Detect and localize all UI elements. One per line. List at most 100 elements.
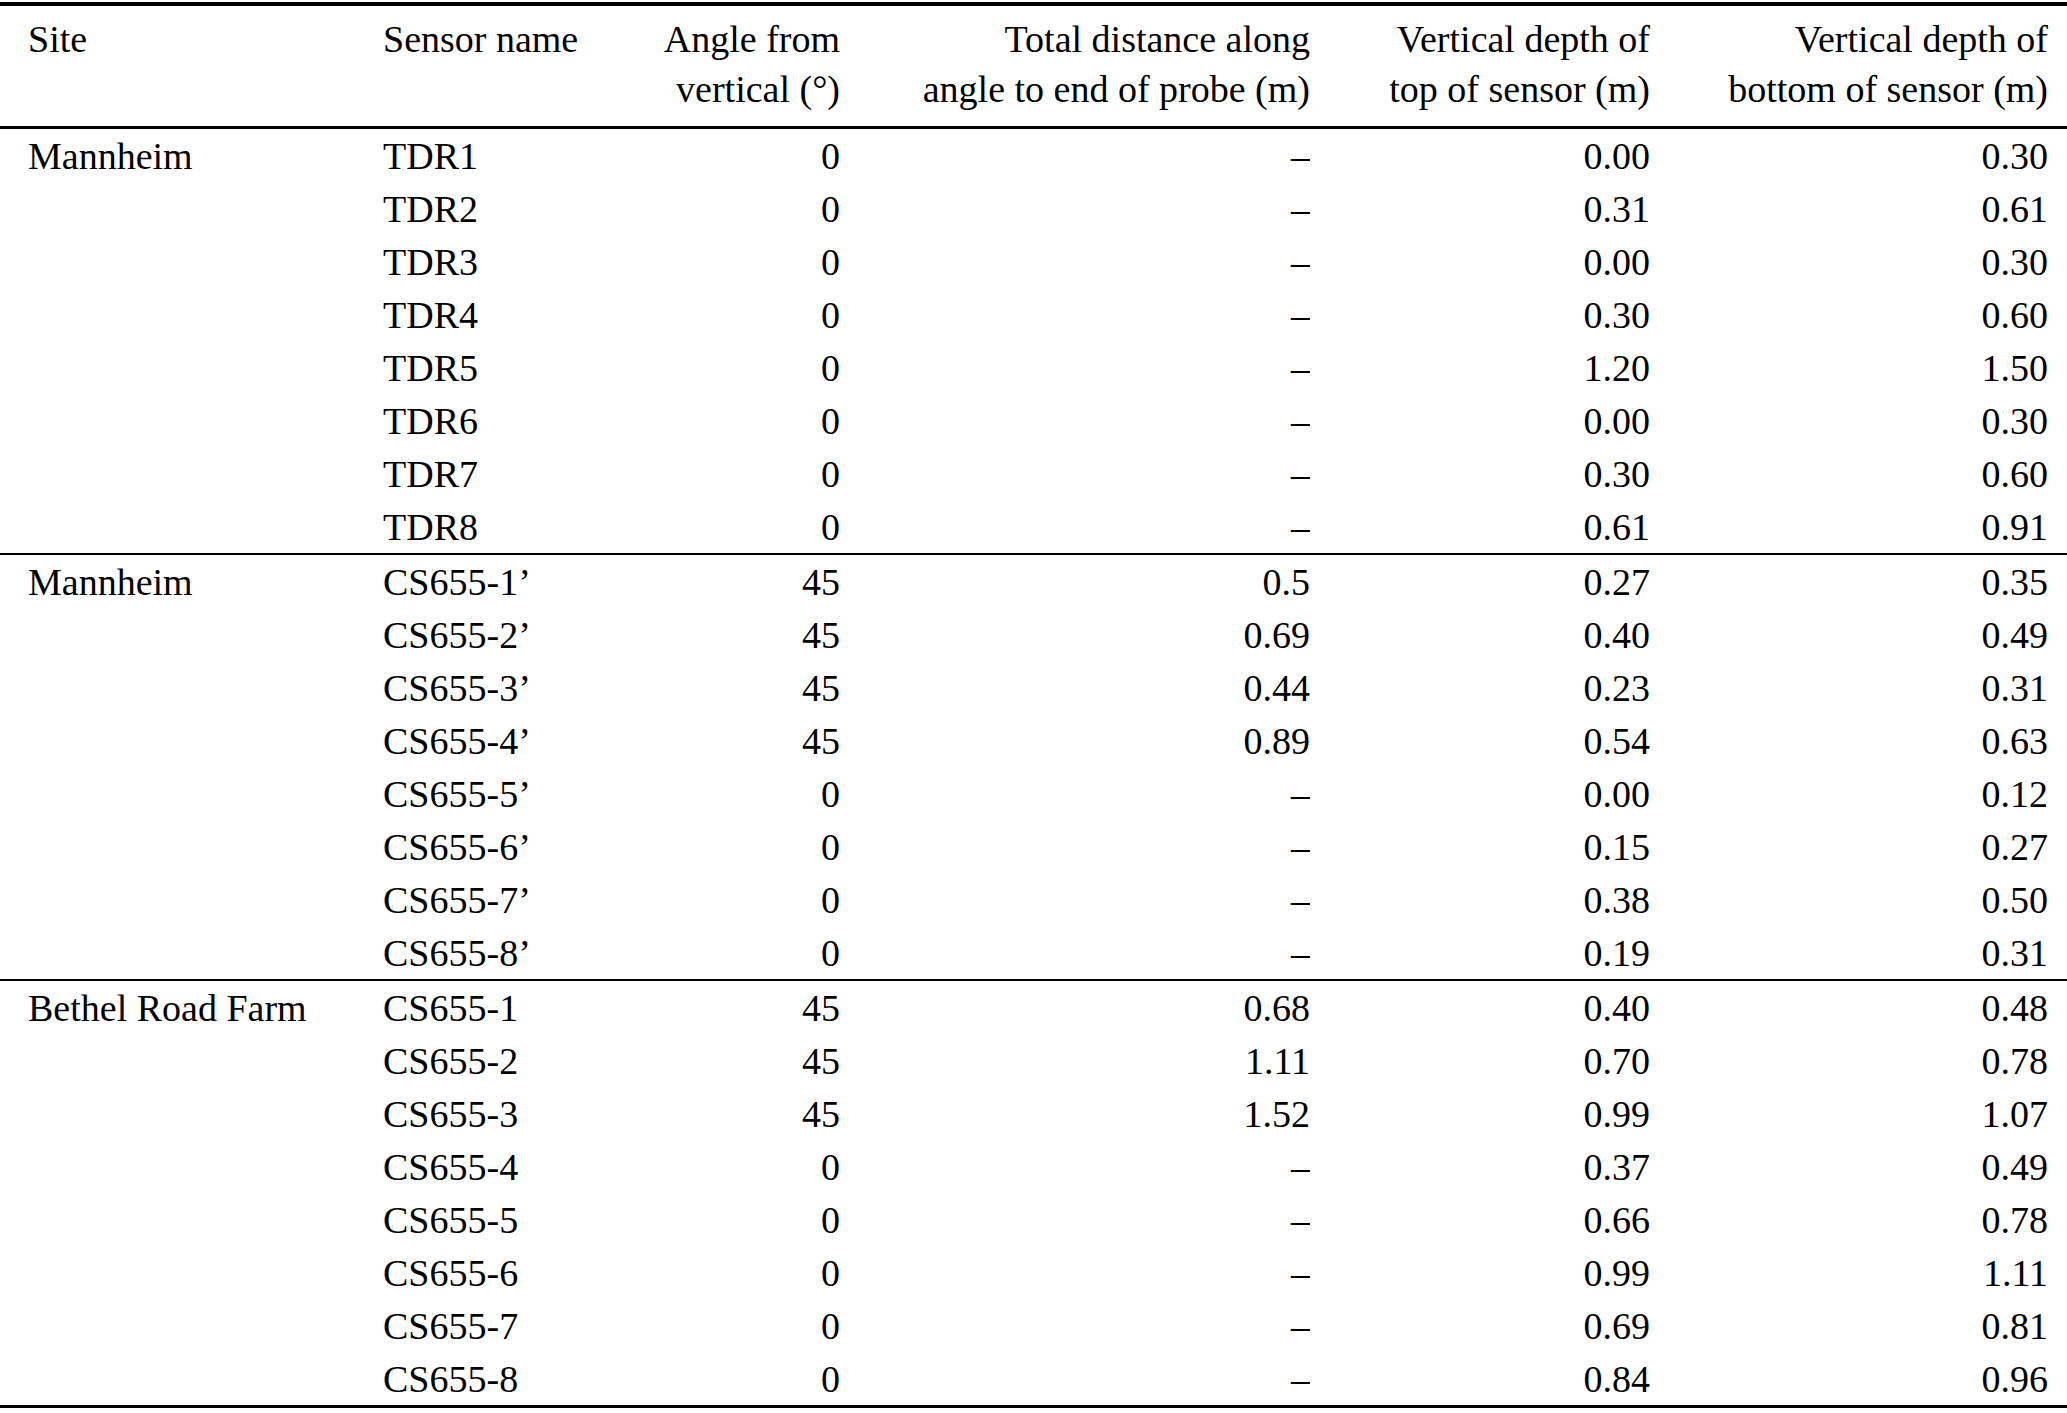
- cell-site: [0, 235, 355, 288]
- cell-sensor-name: CS655-1: [355, 980, 610, 1034]
- cell-site: [0, 820, 355, 873]
- cell-depth-top: 0.00: [1310, 128, 1650, 183]
- table-row: TDR30–0.000.30: [0, 235, 2067, 288]
- cell-angle: 45: [610, 554, 840, 608]
- cell-angle: 0: [610, 182, 840, 235]
- cell-sensor-name: TDR7: [355, 447, 610, 500]
- cell-angle: 0: [610, 447, 840, 500]
- cell-distance: –: [840, 767, 1310, 820]
- cell-depth-top: 0.66: [1310, 1193, 1650, 1246]
- cell-angle: 0: [610, 767, 840, 820]
- cell-distance: –: [840, 341, 1310, 394]
- table-header: Site Sensor name Angle from vertical (°)…: [0, 4, 2067, 128]
- document-page: Site Sensor name Angle from vertical (°)…: [0, 0, 2067, 1413]
- cell-sensor-name: CS655-6: [355, 1246, 610, 1299]
- cell-depth-bottom: 0.78: [1650, 1193, 2067, 1246]
- table-row: TDR60–0.000.30: [0, 394, 2067, 447]
- cell-site: [0, 714, 355, 767]
- cell-angle: 45: [610, 980, 840, 1034]
- cell-site: [0, 288, 355, 341]
- cell-site: [0, 447, 355, 500]
- table-row: TDR40–0.300.60: [0, 288, 2067, 341]
- header-total-distance: Total distance along angle to end of pro…: [840, 4, 1310, 128]
- cell-depth-bottom: 1.11: [1650, 1246, 2067, 1299]
- table-body: MannheimTDR10–0.000.30TDR20–0.310.61TDR3…: [0, 128, 2067, 1407]
- cell-angle: 45: [610, 661, 840, 714]
- cell-distance: –: [840, 820, 1310, 873]
- table-row: CS655-80–0.840.96: [0, 1352, 2067, 1407]
- table-row: CS655-7’0–0.380.50: [0, 873, 2067, 926]
- cell-site: [0, 1140, 355, 1193]
- cell-sensor-name: CS655-4: [355, 1140, 610, 1193]
- cell-depth-top: 0.30: [1310, 288, 1650, 341]
- cell-site: Mannheim: [0, 128, 355, 183]
- cell-depth-top: 0.37: [1310, 1140, 1650, 1193]
- cell-site: [0, 1246, 355, 1299]
- table-row: CS655-4’450.890.540.63: [0, 714, 2067, 767]
- cell-depth-bottom: 0.60: [1650, 447, 2067, 500]
- cell-depth-bottom: 0.31: [1650, 661, 2067, 714]
- table-row: CS655-40–0.370.49: [0, 1140, 2067, 1193]
- cell-sensor-name: CS655-8: [355, 1352, 610, 1407]
- cell-depth-bottom: 0.91: [1650, 500, 2067, 554]
- cell-sensor-name: CS655-8’: [355, 926, 610, 980]
- cell-site: [0, 394, 355, 447]
- cell-distance: –: [840, 1193, 1310, 1246]
- table-row: CS655-8’0–0.190.31: [0, 926, 2067, 980]
- cell-depth-bottom: 0.48: [1650, 980, 2067, 1034]
- cell-depth-bottom: 0.30: [1650, 128, 2067, 183]
- cell-site: Bethel Road Farm: [0, 980, 355, 1034]
- cell-distance: 0.44: [840, 661, 1310, 714]
- cell-sensor-name: TDR1: [355, 128, 610, 183]
- cell-depth-top: 0.31: [1310, 182, 1650, 235]
- cell-depth-bottom: 0.61: [1650, 182, 2067, 235]
- cell-distance: –: [840, 1246, 1310, 1299]
- cell-depth-top: 0.00: [1310, 767, 1650, 820]
- cell-sensor-name: TDR8: [355, 500, 610, 554]
- table-row: TDR80–0.610.91: [0, 500, 2067, 554]
- cell-depth-bottom: 0.30: [1650, 235, 2067, 288]
- cell-site: [0, 500, 355, 554]
- cell-distance: 0.5: [840, 554, 1310, 608]
- cell-site: [0, 182, 355, 235]
- cell-site: Mannheim: [0, 554, 355, 608]
- header-row: Site Sensor name Angle from vertical (°)…: [0, 4, 2067, 128]
- cell-depth-bottom: 1.07: [1650, 1087, 2067, 1140]
- cell-depth-top: 0.27: [1310, 554, 1650, 608]
- cell-distance: –: [840, 235, 1310, 288]
- cell-sensor-name: CS655-3: [355, 1087, 610, 1140]
- header-sensor-name: Sensor name: [355, 4, 610, 128]
- cell-sensor-name: CS655-3’: [355, 661, 610, 714]
- cell-site: [0, 661, 355, 714]
- cell-depth-top: 0.00: [1310, 235, 1650, 288]
- cell-angle: 0: [610, 128, 840, 183]
- cell-angle: 0: [610, 1140, 840, 1193]
- cell-site: [0, 1034, 355, 1087]
- cell-depth-bottom: 0.12: [1650, 767, 2067, 820]
- cell-angle: 45: [610, 1034, 840, 1087]
- cell-angle: 0: [610, 500, 840, 554]
- cell-sensor-name: CS655-6’: [355, 820, 610, 873]
- table-row: MannheimCS655-1’450.50.270.35: [0, 554, 2067, 608]
- cell-site: [0, 608, 355, 661]
- cell-angle: 0: [610, 235, 840, 288]
- cell-depth-top: 0.00: [1310, 394, 1650, 447]
- cell-angle: 0: [610, 394, 840, 447]
- cell-distance: 1.52: [840, 1087, 1310, 1140]
- cell-distance: –: [840, 873, 1310, 926]
- cell-angle: 0: [610, 873, 840, 926]
- cell-site: [0, 1193, 355, 1246]
- cell-depth-top: 0.99: [1310, 1246, 1650, 1299]
- header-depth-bottom: Vertical depth of bottom of sensor (m): [1650, 4, 2067, 128]
- cell-distance: 0.68: [840, 980, 1310, 1034]
- table-row: CS655-70–0.690.81: [0, 1299, 2067, 1352]
- cell-depth-top: 0.54: [1310, 714, 1650, 767]
- cell-depth-bottom: 0.63: [1650, 714, 2067, 767]
- cell-angle: 45: [610, 714, 840, 767]
- cell-sensor-name: TDR3: [355, 235, 610, 288]
- cell-site: [0, 873, 355, 926]
- cell-depth-bottom: 0.60: [1650, 288, 2067, 341]
- table-row: CS655-2’450.690.400.49: [0, 608, 2067, 661]
- cell-angle: 45: [610, 608, 840, 661]
- cell-distance: –: [840, 1299, 1310, 1352]
